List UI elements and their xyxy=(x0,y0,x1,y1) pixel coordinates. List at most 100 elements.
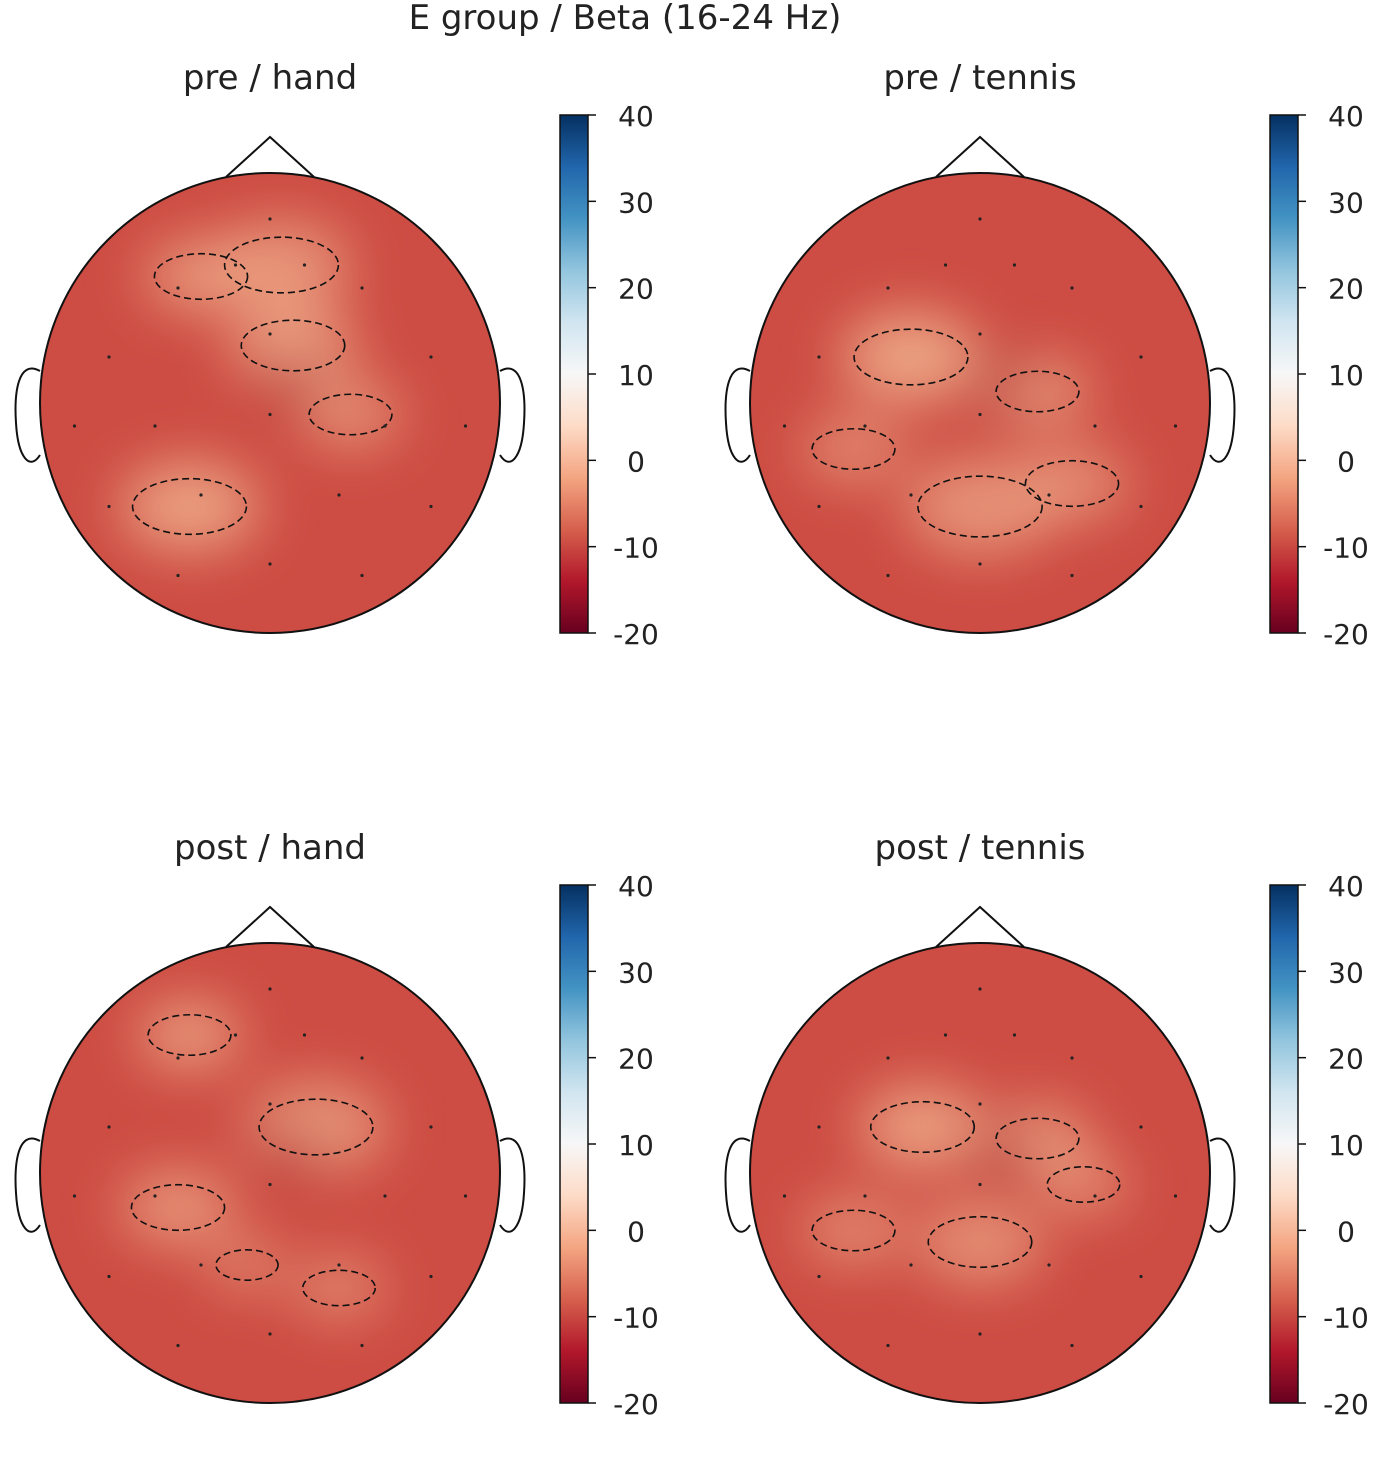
nose-outline xyxy=(225,135,315,178)
colorbar-tick-label: 40 xyxy=(1328,870,1364,903)
sensor-marker xyxy=(176,1056,180,1060)
sensor-marker xyxy=(233,1033,238,1037)
sensor-marker xyxy=(782,424,787,428)
sensor-marker xyxy=(360,1056,364,1060)
sensor-marker xyxy=(1070,1343,1074,1348)
sensor-marker xyxy=(383,1194,387,1198)
sensor-marker xyxy=(107,1274,111,1279)
head-outline xyxy=(749,942,1211,1404)
topomap-field xyxy=(40,943,500,1403)
sensor-marker xyxy=(72,1194,77,1198)
sensor-marker xyxy=(268,412,272,417)
sensor-marker xyxy=(268,1182,272,1187)
sensor-marker xyxy=(1093,424,1097,428)
sensor-marker xyxy=(429,1125,433,1129)
colorbar-tick-label: -10 xyxy=(613,532,659,565)
contour-line xyxy=(1024,459,1120,508)
colorbar-tick-label: 10 xyxy=(618,1129,654,1162)
sensor-marker xyxy=(153,1194,157,1198)
sensor-marker xyxy=(1173,1194,1178,1198)
contour-line xyxy=(153,252,249,301)
colorbar-tick-label: 30 xyxy=(1328,956,1364,989)
contour-line xyxy=(308,393,393,436)
sensor-marker xyxy=(886,1056,890,1060)
sensor-marker xyxy=(302,1033,307,1037)
sensor-marker xyxy=(383,424,387,428)
colorbar-tick-label: 10 xyxy=(1328,359,1364,392)
panel-title: post / hand xyxy=(173,828,366,868)
figure-title: E group / Beta (16-24 Hz) xyxy=(408,0,842,38)
colorbar xyxy=(559,114,589,634)
colorbar-tick-label: 0 xyxy=(627,445,645,478)
sensor-marker xyxy=(1070,573,1074,578)
sensor-marker xyxy=(302,263,307,267)
colorbar xyxy=(1269,884,1299,1404)
colorbar-tick-label: 20 xyxy=(618,1043,654,1076)
contour-line xyxy=(301,1269,377,1307)
colorbar-tick-label: 0 xyxy=(627,1215,645,1248)
sensor-marker xyxy=(978,1332,982,1336)
topomap-chart: 40 30 20 10 0 -10 -20 xyxy=(724,870,1369,1417)
sensor-marker xyxy=(1139,1125,1143,1129)
topomap-panel-pre-hand: 40 30 20 10 0 -10 -20 pre / hand xyxy=(0,0,700,708)
colorbar-tick-label: 30 xyxy=(1328,186,1364,219)
sensor-marker xyxy=(360,1343,364,1348)
sensor-marker xyxy=(1012,263,1017,267)
contour-line xyxy=(853,328,969,386)
sensor-marker xyxy=(978,332,982,336)
panel-title: pre / tennis xyxy=(883,58,1077,98)
sensor-marker xyxy=(1139,504,1143,509)
colorbar-tick-label: 10 xyxy=(618,359,654,392)
sensor-marker xyxy=(909,1263,913,1267)
colorbar-tick-label: -20 xyxy=(1323,618,1369,651)
colorbar-tick-label: 20 xyxy=(1328,273,1364,306)
sensor-marker xyxy=(817,355,821,359)
sensor-marker xyxy=(268,1102,272,1106)
nose-outline xyxy=(225,905,315,948)
sensor-marker xyxy=(268,562,272,566)
sensor-marker xyxy=(268,987,272,991)
sensor-marker xyxy=(1139,1274,1143,1279)
topomap-field xyxy=(750,173,1210,633)
colorbar-tick-label: 0 xyxy=(1337,1215,1355,1248)
sensor-marker xyxy=(1047,1263,1051,1267)
sensor-marker xyxy=(886,286,890,290)
sensor-marker xyxy=(1070,1056,1074,1060)
sensor-marker xyxy=(176,286,180,290)
colorbar-tick-label: 30 xyxy=(618,956,654,989)
panel-title: post / tennis xyxy=(874,828,1086,868)
sensor-marker xyxy=(268,1332,272,1336)
colorbar-tick-label: -10 xyxy=(1323,1302,1369,1335)
sensor-marker xyxy=(943,263,948,267)
topomap-chart: 40 30 20 10 0 -10 -20 xyxy=(14,870,659,1417)
sensor-marker xyxy=(978,412,982,417)
colorbar-tick-label: 40 xyxy=(618,100,654,133)
contour-line xyxy=(258,1098,374,1156)
sensor-marker xyxy=(463,1194,468,1198)
sensor-marker xyxy=(978,1102,982,1106)
colorbar-tick-label: -20 xyxy=(613,618,659,651)
nose-outline xyxy=(935,905,1025,948)
contour-line xyxy=(240,319,346,372)
head-outline xyxy=(749,172,1211,634)
contour-line xyxy=(927,1215,1033,1269)
right-ear-outline xyxy=(499,367,526,463)
left-ear-outline xyxy=(724,367,751,463)
colorbar-tick-label: 0 xyxy=(1337,445,1355,478)
colorbar-tick-label: -10 xyxy=(1323,532,1369,565)
contour-line xyxy=(811,1209,896,1252)
colorbar xyxy=(1269,114,1299,634)
contour-line xyxy=(215,1249,279,1281)
sensor-marker xyxy=(1093,1194,1097,1198)
sensor-marker xyxy=(268,217,272,221)
colorbar-tick-label: 40 xyxy=(618,870,654,903)
sensor-marker xyxy=(1070,286,1074,290)
contour-line xyxy=(1046,1165,1121,1204)
sensor-marker xyxy=(337,1263,341,1267)
topomap-panel-post-tennis: 40 30 20 10 0 -10 -20 post / tennis xyxy=(710,770,1400,1478)
sensor-marker xyxy=(176,1343,180,1348)
sensor-marker xyxy=(782,1194,787,1198)
sensor-marker xyxy=(233,263,238,267)
colorbar xyxy=(559,884,589,1404)
sensor-marker xyxy=(199,493,203,497)
